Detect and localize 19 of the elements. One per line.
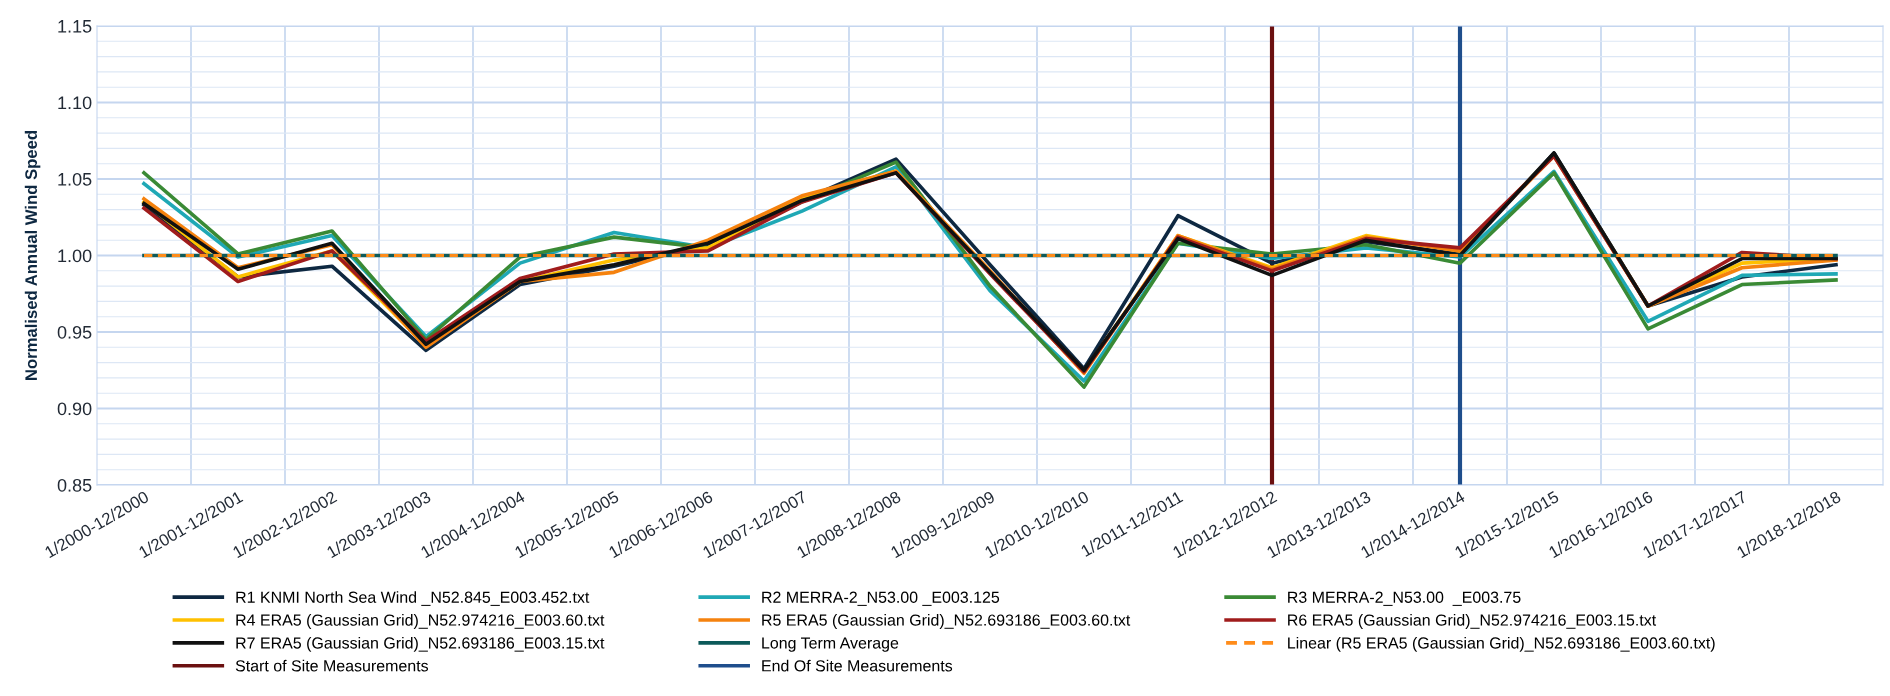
y-tick-label: 1.15 — [58, 20, 92, 33]
y-tick-label: 0.90 — [57, 402, 92, 416]
legend-label: R5 ERA5 (Gaussian Grid)_N52.693186_E003.60.txt — [762, 614, 1131, 629]
y-tick-label: 1.05 — [58, 172, 92, 186]
legend-label: Long Term Average — [762, 637, 899, 652]
legend-label: R4 ERA5 (Gaussian Grid)_N52.974216_E003.60.txt — [236, 614, 605, 629]
legend-label: End Of Site Measurements — [762, 659, 953, 672]
y-axis-title: Normalised Annual Wind Speed — [24, 131, 41, 380]
legend-label: R1 KNMI North Sea Wind _N52.845_E003.452.txt — [236, 591, 590, 606]
legend-label: Linear (R5 ERA5 (Gaussian Grid)_N52.693186_E003.60.txt) — [1288, 636, 1715, 652]
y-tick-label: 1.00 — [58, 249, 92, 263]
legend-label: Start of Site Measurements — [235, 659, 429, 672]
legend-label: R7 ERA5 (Gaussian Grid)_N52.693186_E003.15.txt — [236, 636, 605, 652]
legend-label: R2 MERRA-2_N53.00 _E003.125 — [762, 591, 1000, 606]
y-tick-label: 0.85 — [57, 478, 92, 492]
y-tick-label: 1.10 — [58, 96, 92, 110]
legend-label: R6 ERA5 (Gaussian Grid)_N52.974216_E003.15.txt — [1288, 614, 1657, 629]
legend-label: R3 MERRA-2_N53.00 _E003.75 — [1288, 591, 1521, 606]
y-tick-label: 0.95 — [57, 325, 92, 339]
